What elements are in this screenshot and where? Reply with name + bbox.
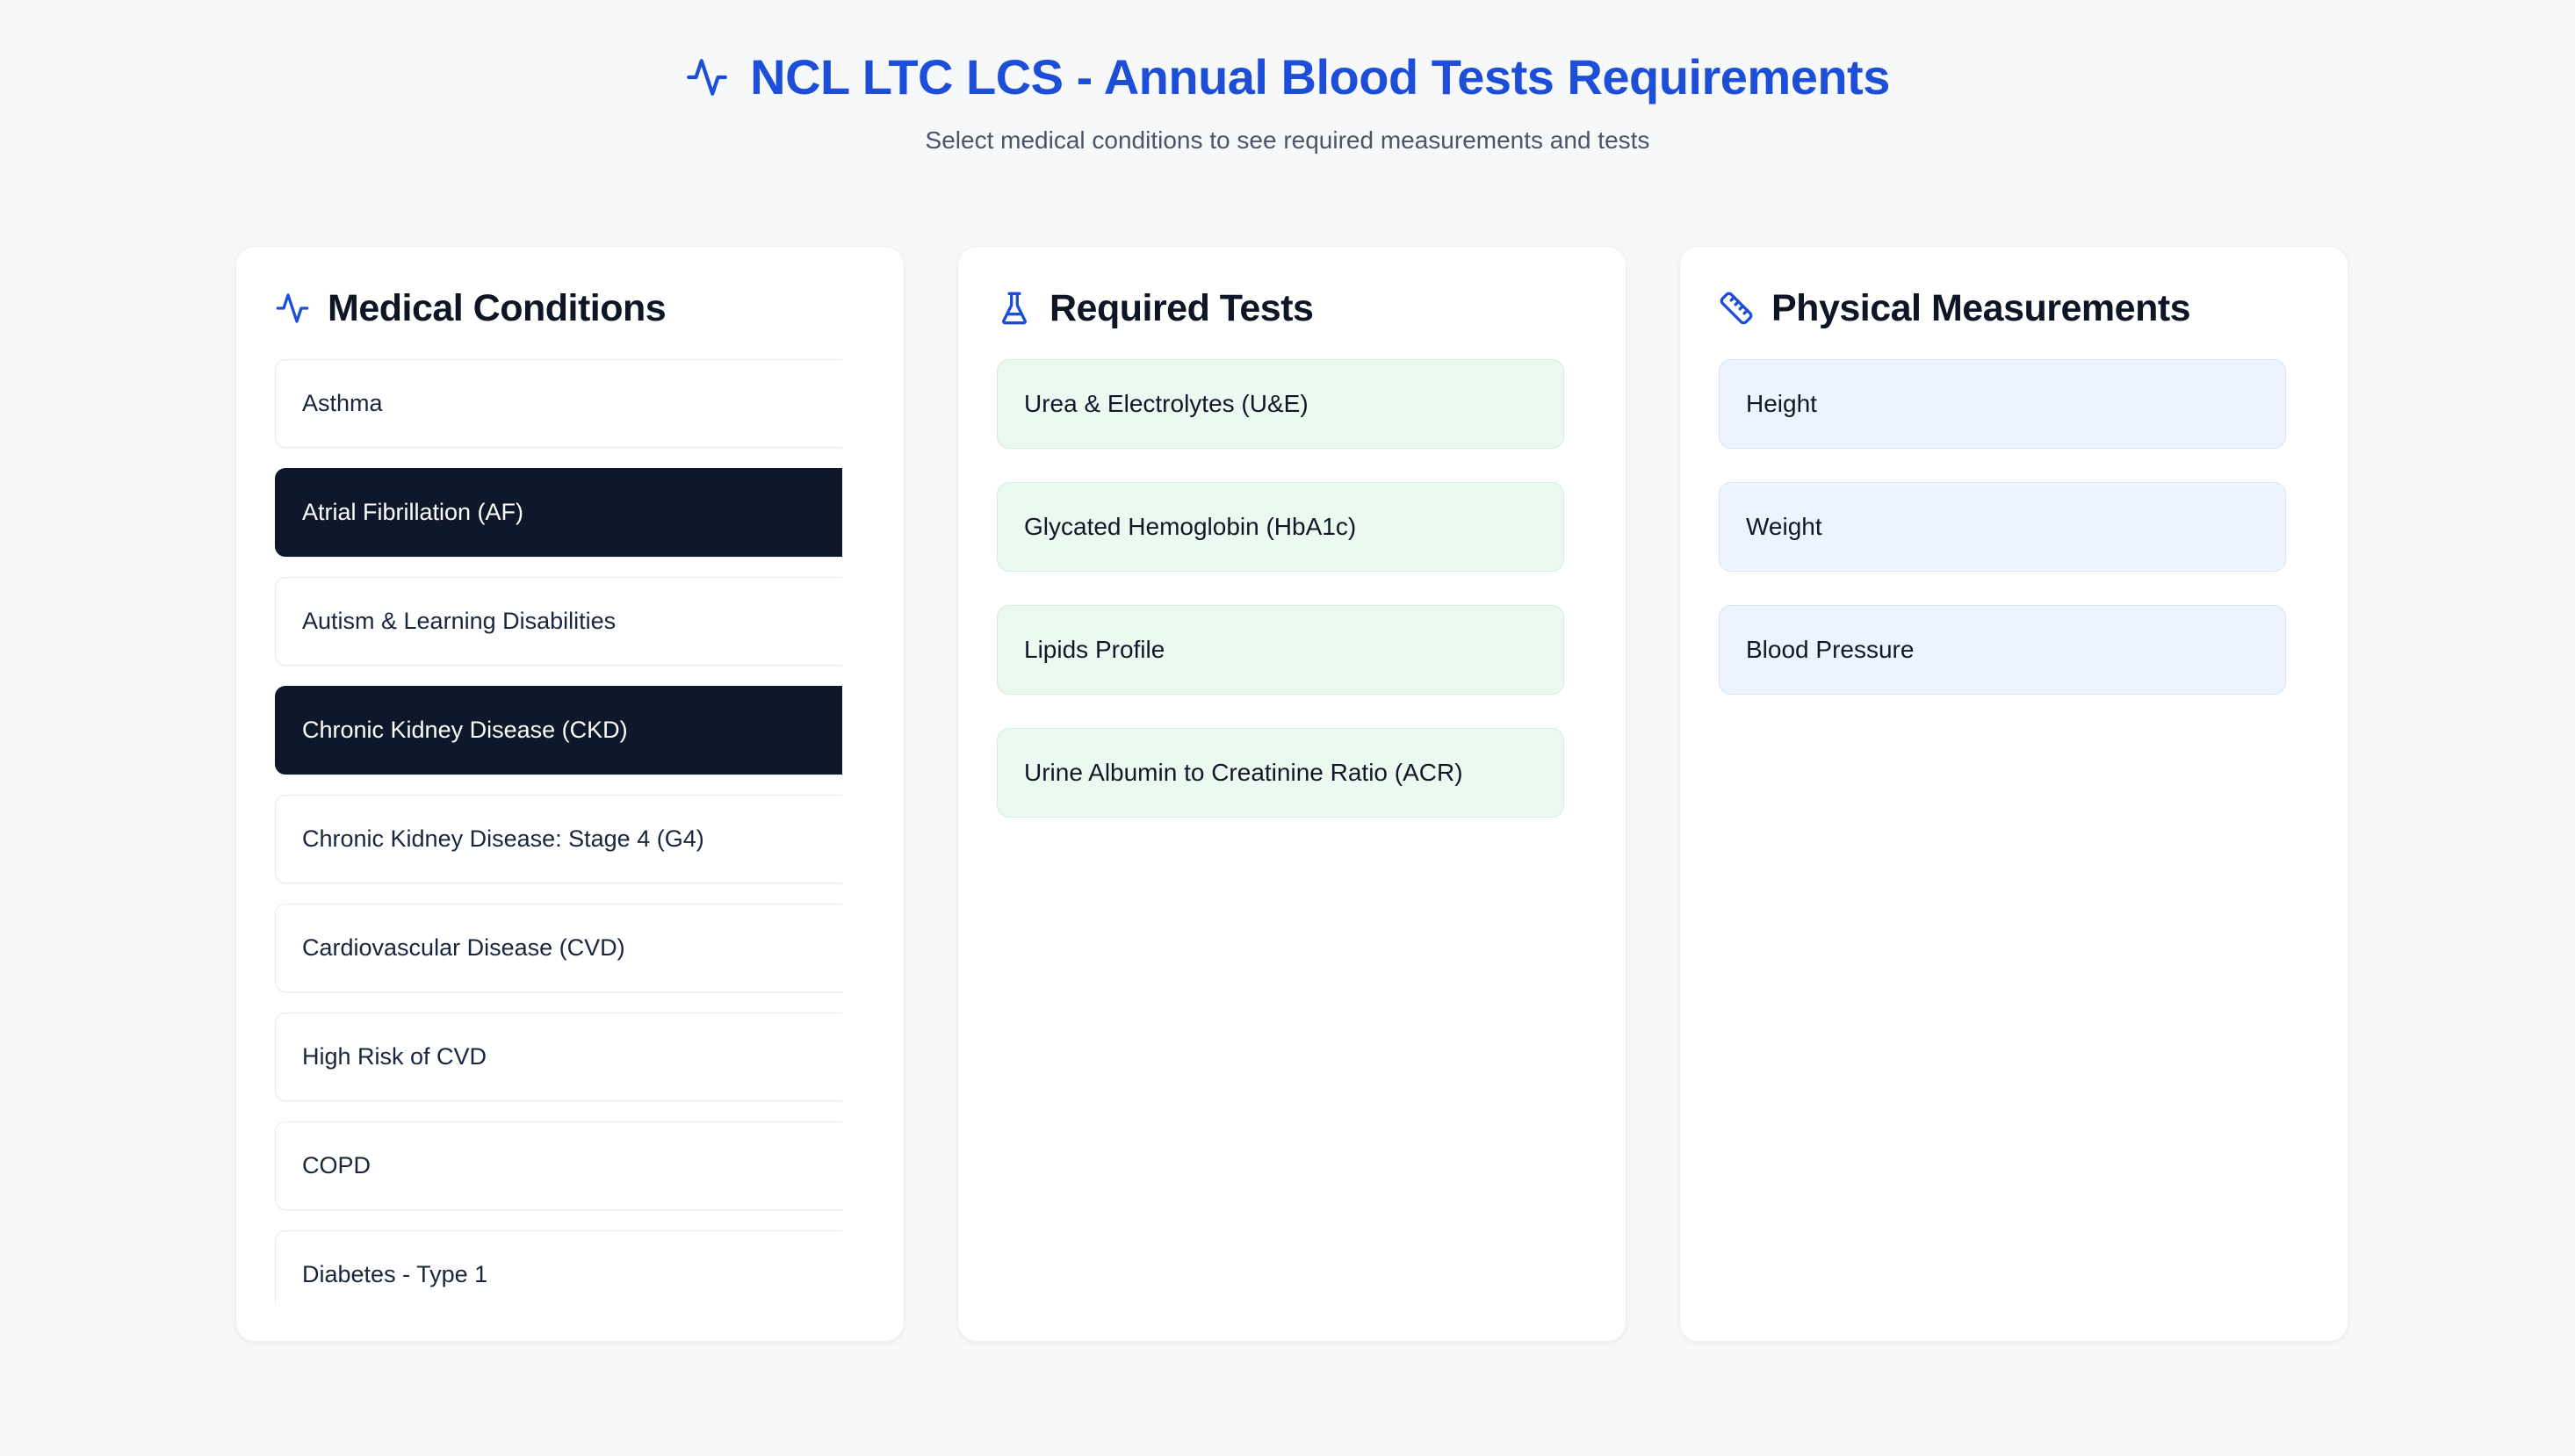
physical-measurement-item: Blood Pressure bbox=[1719, 605, 2286, 695]
page-subtitle: Select medical conditions to see require… bbox=[925, 126, 1650, 155]
physical-measurement-label: Blood Pressure bbox=[1746, 636, 1915, 663]
content-columns: Medical Conditions Asthma Atrial Fibrill… bbox=[235, 246, 2348, 1342]
physical-measurement-label: Height bbox=[1746, 390, 1817, 417]
panel-required-tests: Required Tests Urea & Electrolytes (U&E)… bbox=[957, 246, 1627, 1342]
title-row: NCL LTC LCS - Annual Blood Tests Require… bbox=[0, 49, 2575, 105]
panel-header-medical-conditions: Medical Conditions bbox=[275, 284, 865, 333]
panel-title-required-tests: Required Tests bbox=[1049, 286, 1314, 329]
condition-item[interactable]: COPD bbox=[275, 1121, 842, 1210]
ruler-icon bbox=[1720, 292, 1753, 325]
required-test-item: Urine Albumin to Creatinine Ratio (ACR) bbox=[997, 728, 1564, 818]
physical-measurement-item: Height bbox=[1719, 359, 2286, 449]
activity-icon bbox=[276, 293, 309, 323]
condition-label: Chronic Kidney Disease: Stage 4 (G4) bbox=[302, 825, 704, 852]
page-header: NCL LTC LCS - Annual Blood Tests Require… bbox=[0, 0, 2575, 155]
condition-item[interactable]: Chronic Kidney Disease: Stage 4 (G4) bbox=[275, 795, 842, 883]
condition-label: Cardiovascular Disease (CVD) bbox=[302, 934, 625, 961]
activity-icon bbox=[687, 59, 728, 97]
condition-label: Autism & Learning Disabilities bbox=[302, 608, 617, 634]
panel-medical-conditions: Medical Conditions Asthma Atrial Fibrill… bbox=[235, 246, 905, 1342]
physical-measurement-label: Weight bbox=[1746, 513, 1822, 540]
required-test-item: Urea & Electrolytes (U&E) bbox=[997, 359, 1564, 449]
condition-label: High Risk of CVD bbox=[302, 1043, 487, 1070]
panel-header-physical-measurements: Physical Measurements bbox=[1719, 284, 2309, 333]
condition-label: Asthma bbox=[302, 390, 383, 416]
condition-item[interactable]: Chronic Kidney Disease (CKD) bbox=[275, 686, 842, 775]
required-test-label: Lipids Profile bbox=[1024, 636, 1165, 663]
flask-icon bbox=[1002, 292, 1027, 325]
required-test-label: Urine Albumin to Creatinine Ratio (ACR) bbox=[1024, 759, 1463, 786]
panel-header-required-tests: Required Tests bbox=[997, 284, 1587, 333]
physical-measurement-item: Weight bbox=[1719, 482, 2286, 572]
page-title: NCL LTC LCS - Annual Blood Tests Require… bbox=[750, 49, 1890, 105]
required-tests-list: Urea & Electrolytes (U&E) Glycated Hemog… bbox=[997, 359, 1564, 818]
condition-item[interactable]: Diabetes - Type 1 bbox=[275, 1230, 842, 1305]
condition-label: COPD bbox=[302, 1152, 371, 1178]
condition-item[interactable]: Cardiovascular Disease (CVD) bbox=[275, 904, 842, 992]
panel-physical-measurements: Physical Measurements Height Weight Bloo… bbox=[1679, 246, 2348, 1342]
required-test-item: Glycated Hemoglobin (HbA1c) bbox=[997, 482, 1564, 572]
condition-item[interactable]: High Risk of CVD bbox=[275, 1013, 842, 1101]
required-test-label: Urea & Electrolytes (U&E) bbox=[1024, 390, 1309, 417]
condition-label: Atrial Fibrillation (AF) bbox=[302, 499, 524, 525]
physical-measurements-list: Height Weight Blood Pressure bbox=[1719, 359, 2286, 695]
condition-item[interactable]: Atrial Fibrillation (AF) bbox=[275, 468, 842, 557]
condition-item[interactable]: Autism & Learning Disabilities bbox=[275, 577, 842, 666]
condition-label: Diabetes - Type 1 bbox=[302, 1261, 488, 1287]
condition-item[interactable]: Asthma bbox=[275, 359, 842, 448]
conditions-list[interactable]: Asthma Atrial Fibrillation (AF) Autism &… bbox=[275, 359, 842, 1305]
required-test-item: Lipids Profile bbox=[997, 605, 1564, 695]
condition-label: Chronic Kidney Disease (CKD) bbox=[302, 717, 628, 743]
panel-title-physical-measurements: Physical Measurements bbox=[1771, 286, 2191, 329]
required-test-label: Glycated Hemoglobin (HbA1c) bbox=[1024, 513, 1357, 540]
panel-title-medical-conditions: Medical Conditions bbox=[328, 286, 667, 329]
